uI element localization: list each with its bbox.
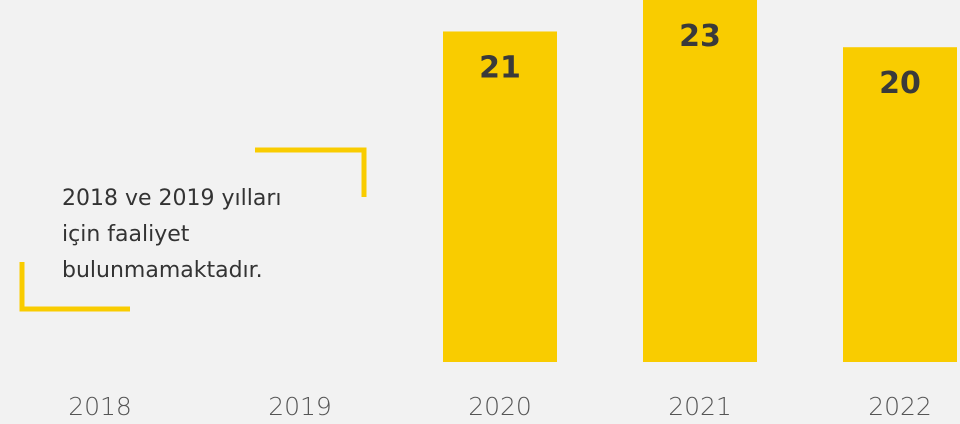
- x-tick-label: 2022: [868, 392, 932, 421]
- value-label: 20: [879, 66, 921, 101]
- bracket: [255, 147, 367, 197]
- x-tick-label: 2019: [268, 392, 332, 421]
- annotation-line: bulunmamaktadır.: [62, 258, 263, 283]
- annotation-line: için faaliyet: [62, 222, 190, 247]
- bar: [643, 0, 757, 362]
- x-tick-label: 2021: [668, 392, 732, 421]
- value-label: 23: [679, 19, 721, 54]
- bar: [843, 47, 957, 362]
- x-tick-label: 2020: [468, 392, 532, 421]
- value-label: 21: [479, 50, 521, 85]
- bracket: [19, 262, 130, 312]
- x-tick-label: 2018: [68, 392, 132, 421]
- bar: [443, 31, 557, 362]
- annotation-line: 2018 ve 2019 yılları: [62, 186, 282, 211]
